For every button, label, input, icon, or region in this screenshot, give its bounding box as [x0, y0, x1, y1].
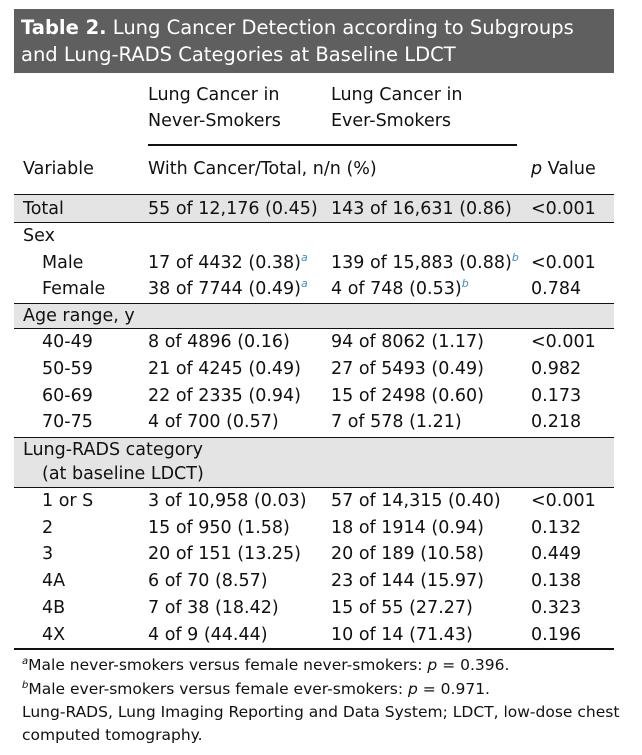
table-bottom-rule — [14, 648, 614, 650]
row-age2-p: 0.982 — [531, 359, 582, 379]
footnote-a: aMale never-smokers versus female never-… — [22, 655, 510, 674]
row-age2-label: 50-59 — [42, 359, 93, 379]
row-r2-never: 15 of 950 (1.58) — [148, 518, 290, 538]
row-age1-p: <0.001 — [531, 332, 596, 352]
row-r4b-label: 4B — [42, 598, 66, 618]
footnote-abbrev-line2: computed tomography. — [22, 726, 203, 744]
row-total-ever: 143 of 16,631 (0.86) — [331, 199, 512, 219]
row-r3-never: 20 of 151 (13.25) — [148, 544, 301, 564]
row-age1-ever: 94 of 8062 (1.17) — [331, 332, 484, 352]
row-age4-never: 4 of 700 (0.57) — [148, 412, 279, 432]
row-r4x-never: 4 of 9 (44.44) — [148, 625, 268, 645]
table-caption: Lung Cancer Detection according to Subgr… — [21, 16, 574, 66]
row-male-never: 17 of 4432 (0.38)a — [148, 251, 308, 273]
row-age4-p: 0.218 — [531, 412, 582, 432]
row-total-p: <0.001 — [531, 199, 596, 219]
row-age2-ever: 27 of 5493 (0.49) — [331, 359, 484, 379]
row-rule — [14, 487, 614, 488]
row-age3-p: 0.173 — [531, 386, 582, 406]
row-total-label: Total — [23, 199, 64, 219]
header-p-value: p Value — [531, 159, 596, 179]
row-rads-label: Lung-RADS category — [23, 440, 203, 460]
row-r4a-label: 4A — [42, 571, 66, 591]
row-r4a-never: 6 of 70 (8.57) — [148, 571, 268, 591]
row-r2-p: 0.132 — [531, 518, 582, 538]
row-total-never: 55 of 12,176 (0.45) — [148, 199, 318, 219]
row-rule — [14, 328, 614, 329]
row-female-ever: 4 of 748 (0.53)b — [331, 277, 469, 299]
row-rule — [14, 437, 614, 438]
row-male-ever: 139 of 15,883 (0.88)b — [331, 251, 519, 273]
footnote-b: bMale ever-smokers versus female ever-sm… — [22, 679, 490, 698]
row-r3-ever: 20 of 189 (10.58) — [331, 544, 484, 564]
row-r3-label: 3 — [42, 544, 54, 564]
header-ever-line2: Ever-Smokers — [331, 111, 452, 131]
row-age-label: Age range, y — [23, 306, 135, 326]
row-r4x-p: 0.196 — [531, 625, 582, 645]
row-rads-label2: (at baseline LDCT) — [42, 464, 204, 484]
row-rule — [14, 222, 614, 223]
row-age1-never: 8 of 4896 (0.16) — [148, 332, 290, 352]
row-band-age — [14, 303, 614, 328]
row-r4b-ever: 15 of 55 (27.27) — [331, 598, 473, 618]
row-r4x-label: 4X — [42, 625, 66, 645]
row-r4x-ever: 10 of 14 (71.43) — [331, 625, 473, 645]
row-age4-ever: 7 of 578 (1.21) — [331, 412, 462, 432]
row-female-label: Female — [42, 279, 106, 299]
row-r3-p: 0.449 — [531, 544, 582, 564]
row-age3-label: 60-69 — [42, 386, 93, 406]
row-male-label: Male — [42, 253, 84, 273]
row-age3-never: 22 of 2335 (0.94) — [148, 386, 301, 406]
row-band-rads — [14, 437, 614, 487]
row-r2-label: 2 — [42, 518, 54, 538]
row-male-p: <0.001 — [531, 253, 596, 273]
row-r1-ever: 57 of 14,315 (0.40) — [331, 491, 501, 511]
row-r1-label: 1 or S — [42, 491, 94, 511]
row-rule — [14, 303, 614, 304]
row-r4b-p: 0.323 — [531, 598, 582, 618]
row-band-total — [14, 195, 614, 222]
row-r4a-ever: 23 of 144 (15.97) — [331, 571, 484, 591]
row-sex-label: Sex — [23, 226, 55, 246]
header-variable: Variable — [23, 159, 94, 179]
header-ever-line1: Lung Cancer in — [331, 85, 463, 105]
row-r4b-never: 7 of 38 (18.42) — [148, 598, 279, 618]
table-number: Table 2. — [21, 16, 107, 39]
row-female-p: 0.784 — [531, 279, 582, 299]
header-never-line1: Lung Cancer in — [148, 85, 280, 105]
row-female-never: 38 of 7744 (0.49)a — [148, 277, 308, 299]
header-span-rule — [148, 144, 517, 146]
table-title: Table 2. Lung Cancer Detection according… — [14, 9, 614, 73]
row-r4a-p: 0.138 — [531, 571, 582, 591]
header-span-label: With Cancer/Total, n/n (%) — [148, 159, 377, 179]
row-age3-ever: 15 of 2498 (0.60) — [331, 386, 484, 406]
row-age1-label: 40-49 — [42, 332, 93, 352]
footnote-abbrev-line1: Lung-RADS, Lung Imaging Reporting and Da… — [22, 703, 620, 721]
row-age2-never: 21 of 4245 (0.49) — [148, 359, 301, 379]
header-bottom-rule — [14, 194, 614, 195]
header-never-line2: Never-Smokers — [148, 111, 281, 131]
row-r1-never: 3 of 10,958 (0.03) — [148, 491, 307, 511]
row-age4-label: 70-75 — [42, 412, 93, 432]
row-r2-ever: 18 of 1914 (0.94) — [331, 518, 484, 538]
row-r1-p: <0.001 — [531, 491, 596, 511]
